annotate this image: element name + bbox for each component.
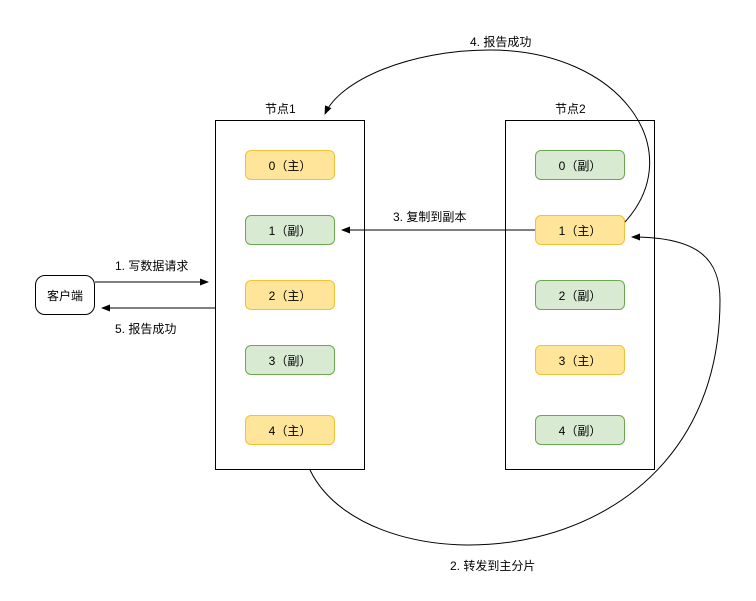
node1-shard-1: 1（副） [245,215,335,245]
edge-label-2: 2. 转发到主分片 [450,557,535,574]
client-box: 客户端 [35,275,95,315]
node1-shard-0: 0（主） [245,150,335,180]
node2-title: 节点2 [555,100,586,117]
edge-label-4: 4. 报告成功 [470,33,531,50]
node1-shard-3: 3（副） [245,345,335,375]
node2-shard-3: 3（主） [535,345,625,375]
node2-shard-1: 1（主） [535,215,625,245]
edge-label-5: 5. 报告成功 [115,320,176,337]
node1-shard-4: 4（主） [245,415,335,445]
node2-shard-0: 0（副） [535,150,625,180]
node1-shard-2: 2（主） [245,280,335,310]
node2-shard-4: 4（副） [535,415,625,445]
node1-title: 节点1 [265,100,296,117]
client-label: 客户端 [47,287,83,304]
edge-label-3: 3. 复制到副本 [393,208,466,225]
node2-shard-2: 2（副） [535,280,625,310]
edge-label-1: 1. 写数据请求 [115,257,188,274]
diagram-canvas: 客户端 节点1 0（主） 1（副） 2（主） 3（副） 4（主） 节点2 0（副… [0,0,756,601]
